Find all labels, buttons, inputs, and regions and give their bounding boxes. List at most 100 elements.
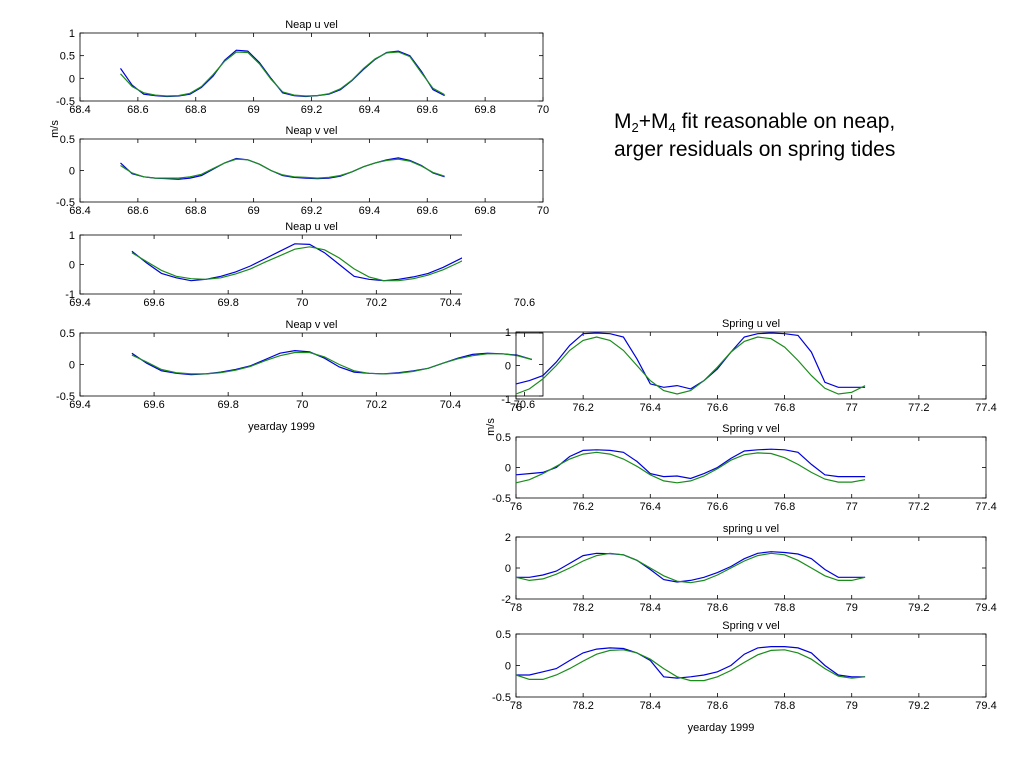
series-fit-line [515, 451, 866, 484]
x-tick-label: 79.4 [975, 602, 996, 614]
series-observed-line [515, 448, 866, 480]
annotation-line-2: arger residuals on spring tides [614, 138, 896, 161]
y-tick-label: -0.5 [492, 493, 511, 505]
panel-title: Neap v vel [286, 319, 338, 331]
crop-mask [462, 234, 545, 295]
annotation-m-letter-1: M [614, 110, 632, 133]
annotation-line-1: M2+M4 fit reasonable on neap, [614, 108, 895, 136]
y-tick-label: 0 [505, 361, 511, 373]
x-tick-label: 68.4 [69, 205, 90, 217]
y-tick-label: 0 [505, 463, 511, 475]
panel-7: spring u vel 78 78.2 78.4 78.6 78.8 79 79.2 79.4… [501, 523, 996, 614]
panel-title: Spring v vel [722, 620, 779, 632]
x-tick-label: 69.2 [301, 104, 322, 116]
plot-frame [515, 633, 987, 698]
y-tick-label: -1 [65, 289, 75, 301]
x-tick-label: 70.4 [440, 297, 461, 309]
y-tick-label: -2 [501, 594, 511, 606]
x-tick-label: 68.4 [69, 104, 90, 116]
y-tick-label: 2 [505, 532, 511, 544]
y-tick-label: 0 [69, 260, 75, 272]
annotation-line-1-rest: fit reasonable on neap, [675, 110, 896, 133]
y-tick-label: 0 [69, 73, 75, 85]
x-tick-label: 70.6 [514, 399, 535, 411]
panel-title: Neap u vel [285, 19, 338, 31]
x-tick-label: 78.2 [572, 700, 593, 712]
y-tick-label: -0.5 [56, 197, 75, 209]
panel-4: Neap v vel 69.4 69.6 69.8 70 70.2 70.4 70.6 0.5 0… [56, 319, 544, 433]
y-tick-label: 1 [69, 28, 75, 40]
x-tick-label: 70 [537, 104, 549, 116]
x-tick-label: 68.6 [127, 205, 148, 217]
x-tick-label: 69.6 [417, 104, 438, 116]
y-tick-label: -0.5 [56, 391, 75, 403]
x-tick-label: 69.8 [217, 399, 238, 411]
series-fit-line [515, 649, 866, 682]
x-tick-label: 69.4 [359, 205, 380, 217]
x-tick-label: 69.6 [143, 399, 164, 411]
x-tick-label: 79.2 [908, 700, 929, 712]
x-tick-label: 70.6 [514, 297, 535, 309]
plot-frame [515, 331, 987, 400]
y-tick-label: 0.5 [60, 328, 75, 340]
y-tick-label: 0 [505, 563, 511, 575]
x-tick-label: 76 [510, 402, 522, 414]
x-tick-label: 68.6 [127, 104, 148, 116]
series-observed-line [131, 349, 533, 376]
series-fit-line [515, 336, 866, 395]
x-tick-label: 70 [537, 205, 549, 217]
x-tick-label: 69.4 [359, 104, 380, 116]
x-tick-label: 78 [510, 700, 522, 712]
x-tick-label: 77 [846, 402, 858, 414]
annotation-text: M2+M4 fit reasonable on neap, arger resi… [614, 108, 895, 164]
panel-3: Neap u vel 69.4 69.6 69.8 70 70.2 70.4 70.6 1 0 -1 [65, 221, 545, 309]
series-fit-line [131, 351, 533, 375]
plot-frame [79, 138, 544, 203]
series-fit-line [120, 158, 445, 179]
y-tick-label: 0.5 [60, 134, 75, 146]
x-tick-label: 77.4 [975, 402, 996, 414]
x-tick-label: 69.6 [143, 297, 164, 309]
panel-6: Spring v vel 76 76.2 76.4 76.6 76.8 77 77.2 77.4… [485, 418, 997, 513]
x-tick-label: 79.4 [975, 700, 996, 712]
x-tick-label: 68.8 [185, 205, 206, 217]
x-tick-label: 79 [846, 602, 858, 614]
y-tick-label: 0.5 [60, 51, 75, 63]
x-tick-label: 78.8 [774, 700, 795, 712]
panel-title: Spring u vel [722, 318, 780, 330]
x-tick-label: 77.4 [975, 501, 996, 513]
x-tick-label: 69.8 [474, 104, 495, 116]
series-fit-line [120, 51, 445, 97]
annotation-plus: + [638, 110, 651, 133]
x-tick-label: 78.4 [640, 602, 661, 614]
panel-1: Neap u vel 68.4 68.6 68.8 69 69.2 69.4 69.6 69.8… [56, 19, 549, 116]
x-axis-label: yearday 1999 [248, 421, 315, 433]
y-tick-label: -0.5 [56, 96, 75, 108]
y-axis-label: m/s [485, 418, 497, 436]
series-observed-line [515, 332, 866, 390]
y-tick-label: 0 [69, 166, 75, 178]
x-tick-label: 79.2 [908, 602, 929, 614]
y-tick-label: 0.5 [496, 432, 511, 444]
x-tick-label: 70 [296, 297, 308, 309]
panel-5: Spring u vel 76 76.2 76.4 76.6 76.8 77 77.2 77.4… [501, 318, 996, 414]
x-tick-label: 69.4 [69, 399, 90, 411]
y-tick-label: -0.5 [492, 692, 511, 704]
x-tick-label: 76.6 [707, 501, 728, 513]
series-observed-line [120, 49, 445, 98]
x-tick-label: 76 [510, 501, 522, 513]
annotation-m-letter-2: M [651, 110, 669, 133]
x-tick-label: 68.8 [185, 104, 206, 116]
x-tick-label: 78 [510, 602, 522, 614]
x-tick-label: 76.4 [640, 501, 661, 513]
x-tick-label: 78.4 [640, 700, 661, 712]
x-tick-label: 69.6 [417, 205, 438, 217]
x-tick-label: 70 [296, 399, 308, 411]
panel-8: Spring v vel 78 78.2 78.4 78.6 78.8 79 79.2 79.4… [492, 620, 997, 734]
x-tick-label: 69.4 [69, 297, 90, 309]
x-tick-label: 70.4 [440, 399, 461, 411]
annotation-m-sub-1: 2 [631, 120, 639, 135]
x-tick-label: 69 [248, 104, 260, 116]
x-tick-label: 77.2 [908, 501, 929, 513]
